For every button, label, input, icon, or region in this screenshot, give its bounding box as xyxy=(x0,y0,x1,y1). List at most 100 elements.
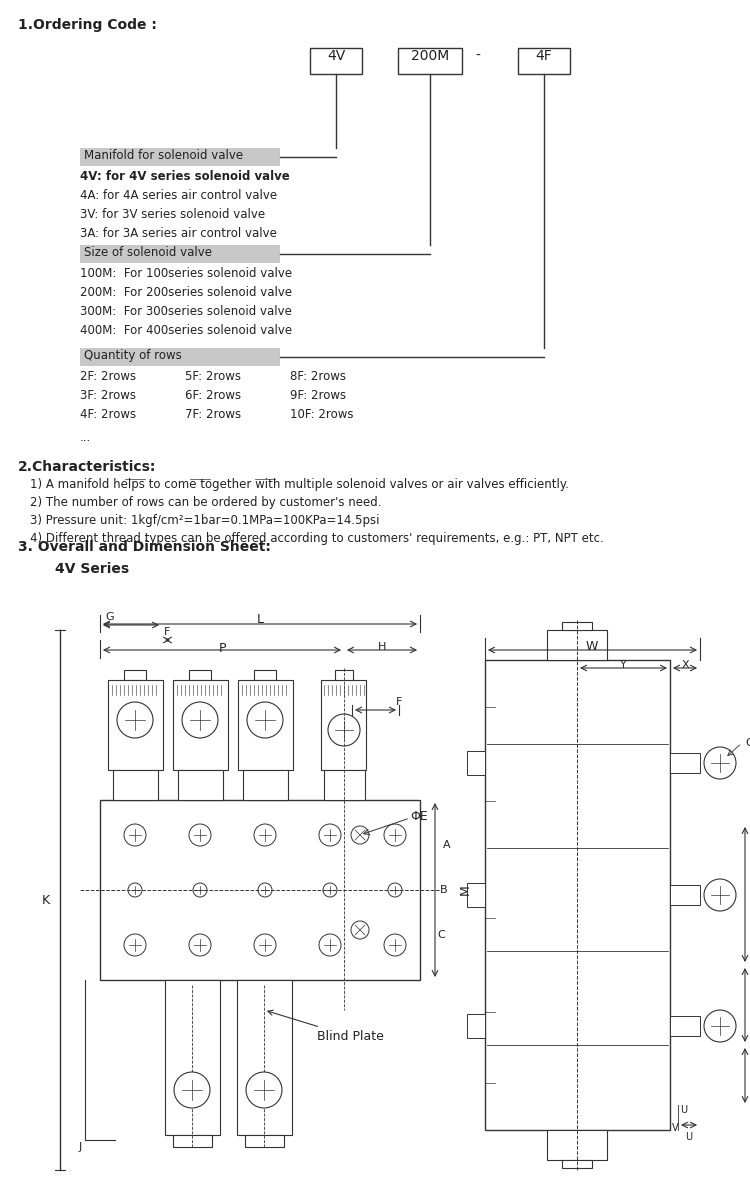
Bar xyxy=(80,147,280,165)
Bar xyxy=(467,751,485,775)
Circle shape xyxy=(351,921,369,939)
Bar xyxy=(398,48,462,74)
Bar xyxy=(245,1135,284,1147)
Text: 9F: 2rows: 9F: 2rows xyxy=(290,388,346,402)
Text: 1.Ordering Code :: 1.Ordering Code : xyxy=(18,18,157,32)
Circle shape xyxy=(319,824,341,846)
Text: Blind Plate: Blind Plate xyxy=(268,1011,384,1043)
Circle shape xyxy=(193,882,207,897)
Bar xyxy=(124,670,146,680)
Circle shape xyxy=(351,826,369,844)
Circle shape xyxy=(189,934,211,956)
Bar xyxy=(80,245,280,263)
Text: 4F: 2rows: 4F: 2rows xyxy=(80,408,136,421)
Bar xyxy=(243,770,288,800)
Text: A: A xyxy=(443,840,451,850)
Text: 6F: 2rows: 6F: 2rows xyxy=(185,388,242,402)
Circle shape xyxy=(246,1072,282,1108)
Bar xyxy=(237,980,292,1135)
Bar xyxy=(562,622,592,629)
Text: 1) A manifold helps to come together with multiple solenoid valves or air valves: 1) A manifold helps to come together wit… xyxy=(30,478,569,492)
Text: L: L xyxy=(256,613,263,626)
Bar xyxy=(324,770,365,800)
Bar xyxy=(310,48,362,74)
Text: Q: Q xyxy=(745,739,750,748)
Bar xyxy=(80,348,280,366)
Text: F: F xyxy=(396,697,402,707)
Bar xyxy=(108,680,163,770)
Bar xyxy=(165,980,220,1135)
Bar xyxy=(547,629,607,659)
Text: B: B xyxy=(440,885,448,894)
Bar xyxy=(321,680,366,770)
Text: 4) Different thread types can be offered according to customers' requirements, e: 4) Different thread types can be offered… xyxy=(30,532,604,546)
Circle shape xyxy=(189,824,211,846)
Text: K: K xyxy=(42,893,50,906)
Text: 3) Pressure unit: 1kgf/cm²=1bar=0.1MPa=100KPa=14.5psi: 3) Pressure unit: 1kgf/cm²=1bar=0.1MPa=1… xyxy=(30,514,380,528)
Text: 300M:  For 300series solenoid valve: 300M: For 300series solenoid valve xyxy=(80,305,292,318)
Text: 100M:  For 100series solenoid valve: 100M: For 100series solenoid valve xyxy=(80,267,292,281)
Text: -: - xyxy=(476,49,481,64)
Text: 200M:  For 200series solenoid valve: 200M: For 200series solenoid valve xyxy=(80,287,292,299)
Text: 4V: for 4V series solenoid valve: 4V: for 4V series solenoid valve xyxy=(80,170,290,183)
Circle shape xyxy=(384,934,406,956)
Circle shape xyxy=(117,701,153,739)
Text: J: J xyxy=(79,1141,82,1152)
Text: 5F: 2rows: 5F: 2rows xyxy=(185,370,241,382)
Text: U: U xyxy=(686,1132,692,1141)
Bar xyxy=(670,753,700,773)
Circle shape xyxy=(254,824,276,846)
Text: 7F: 2rows: 7F: 2rows xyxy=(185,408,242,421)
Bar xyxy=(238,680,293,770)
Bar xyxy=(547,1129,607,1159)
Bar xyxy=(670,885,700,905)
Text: 3A: for 3A series air control valve: 3A: for 3A series air control valve xyxy=(80,227,277,240)
Bar xyxy=(173,1135,212,1147)
Circle shape xyxy=(328,713,360,746)
Circle shape xyxy=(124,934,146,956)
Circle shape xyxy=(319,934,341,956)
Circle shape xyxy=(124,824,146,846)
Text: U: U xyxy=(680,1105,687,1115)
Circle shape xyxy=(254,934,276,956)
Text: 2.Characteristics:: 2.Characteristics: xyxy=(18,460,156,474)
Text: Quantity of rows: Quantity of rows xyxy=(84,349,182,362)
Text: X: X xyxy=(681,659,688,670)
Text: ...: ... xyxy=(80,430,92,444)
Text: H: H xyxy=(378,641,386,652)
Circle shape xyxy=(704,879,736,911)
Circle shape xyxy=(384,824,406,846)
Bar xyxy=(189,670,211,680)
Circle shape xyxy=(704,1010,736,1042)
Text: Manifold for solenoid valve: Manifold for solenoid valve xyxy=(84,149,243,162)
Text: 4F: 4F xyxy=(536,49,552,64)
Text: Y: Y xyxy=(620,659,626,670)
Circle shape xyxy=(388,882,402,897)
Circle shape xyxy=(174,1072,210,1108)
Text: 3. Overall and Dimension Sheet:: 3. Overall and Dimension Sheet: xyxy=(18,540,271,554)
Text: 200M: 200M xyxy=(411,49,449,64)
Text: 4V Series: 4V Series xyxy=(55,562,129,576)
Text: 4A: for 4A series air control valve: 4A: for 4A series air control valve xyxy=(80,189,278,201)
Bar xyxy=(467,1014,485,1038)
Circle shape xyxy=(704,747,736,779)
Circle shape xyxy=(128,882,142,897)
Bar xyxy=(173,680,228,770)
Bar xyxy=(335,670,353,680)
Text: 3V: for 3V series solenoid valve: 3V: for 3V series solenoid valve xyxy=(80,207,266,221)
Text: W: W xyxy=(586,640,598,653)
Text: M: M xyxy=(458,885,472,896)
Text: 3F: 2rows: 3F: 2rows xyxy=(80,388,136,402)
Bar xyxy=(562,1159,592,1168)
Bar xyxy=(485,659,670,1129)
Circle shape xyxy=(323,882,337,897)
Bar xyxy=(254,670,276,680)
Text: V: V xyxy=(672,1123,679,1133)
Text: 2F: 2rows: 2F: 2rows xyxy=(80,370,136,382)
Text: 400M:  For 400series solenoid valve: 400M: For 400series solenoid valve xyxy=(80,324,292,337)
Circle shape xyxy=(182,701,218,739)
Text: 4V: 4V xyxy=(327,49,345,64)
Text: F: F xyxy=(164,627,170,637)
Circle shape xyxy=(258,882,272,897)
Text: G: G xyxy=(105,611,114,622)
